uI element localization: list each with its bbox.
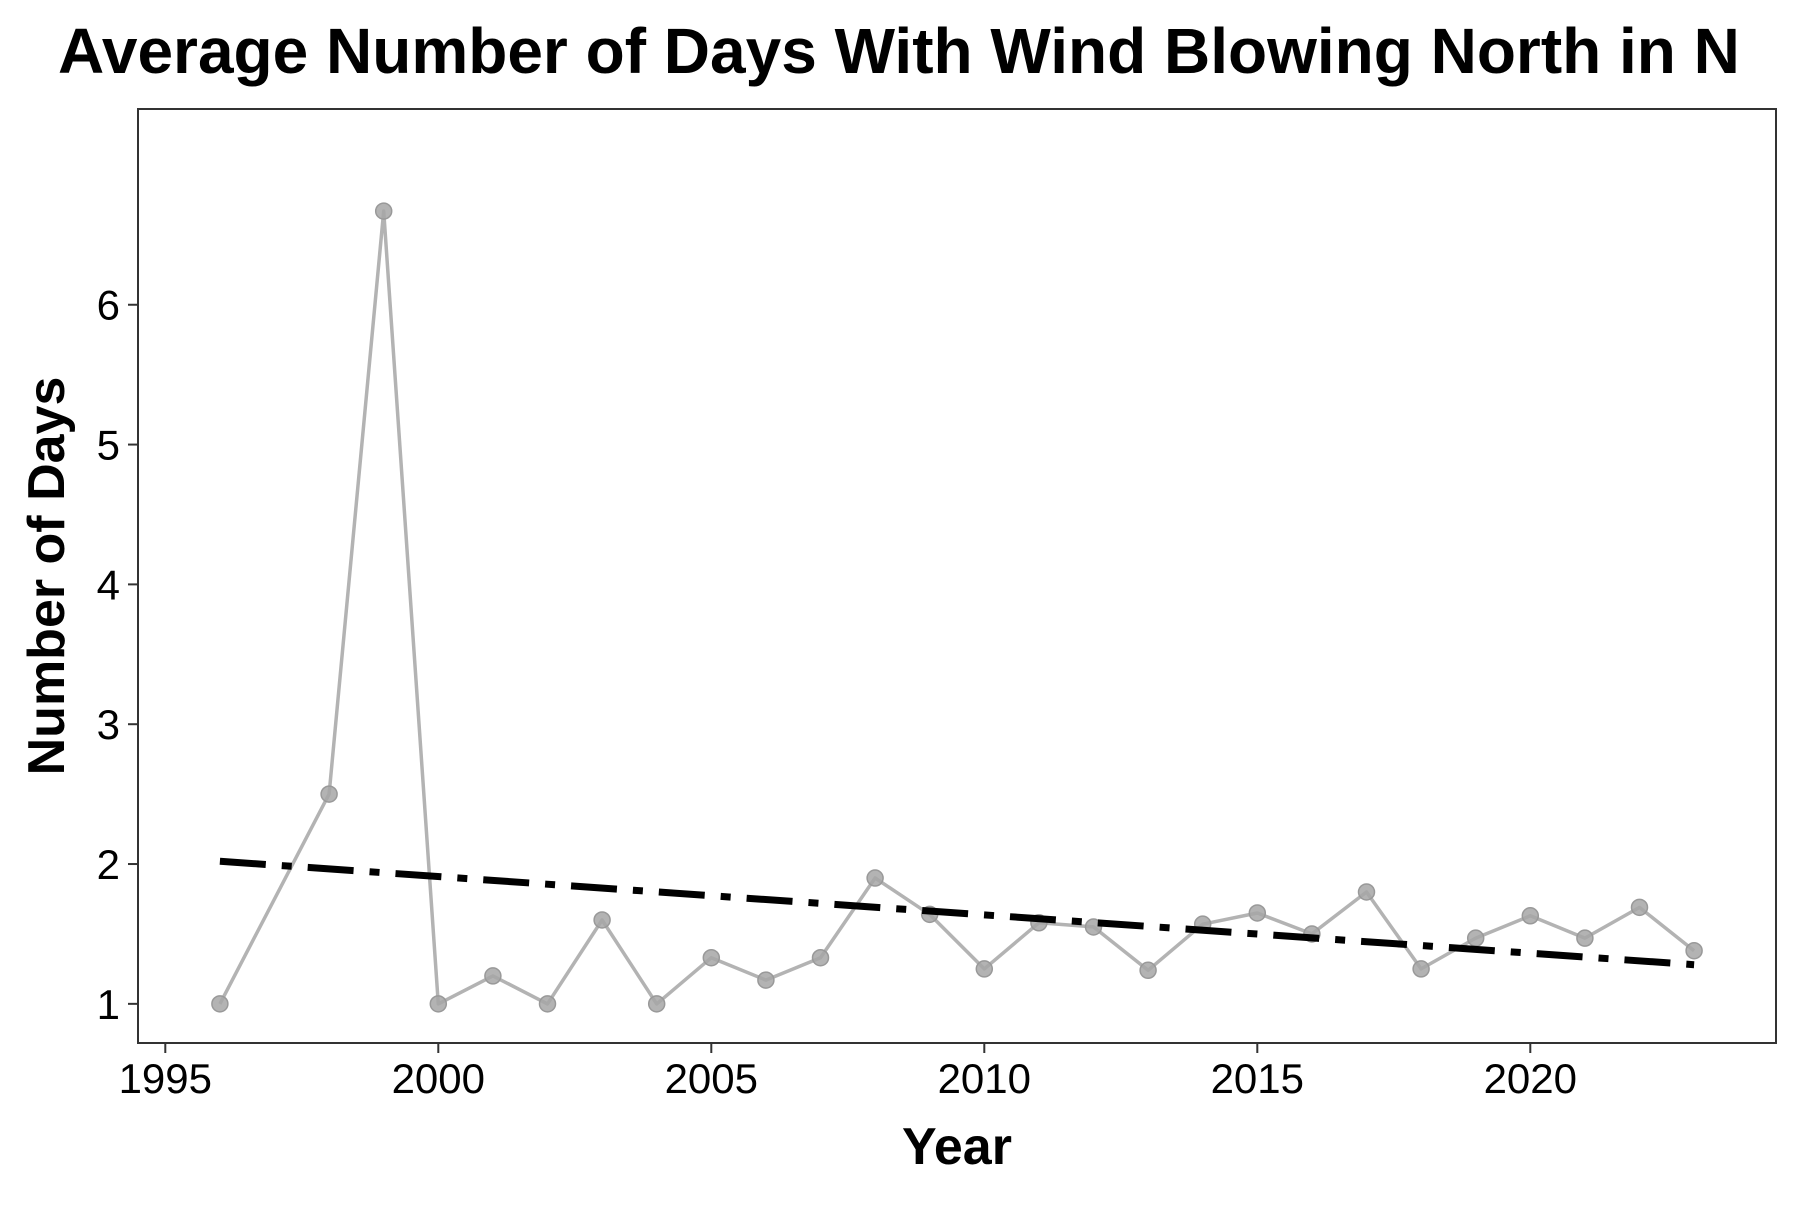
observed-point bbox=[647, 995, 666, 1013]
y-tick-label: 1 bbox=[97, 981, 120, 1028]
x-tick-label: 2005 bbox=[665, 1055, 758, 1102]
x-tick-label: 2020 bbox=[1484, 1055, 1577, 1102]
chart-title: Average Number of Days With Wind Blowing… bbox=[58, 15, 1740, 87]
observed-point bbox=[593, 911, 611, 929]
y-tick-label: 4 bbox=[97, 561, 120, 608]
observed-point bbox=[1139, 961, 1157, 980]
x-axis-label: Year bbox=[902, 1118, 1012, 1176]
observed-point bbox=[320, 785, 338, 803]
observed-point bbox=[1630, 898, 1649, 917]
x-tick-label: 2015 bbox=[1211, 1055, 1304, 1102]
y-axis: 1 2 3 4 5 6 bbox=[97, 282, 138, 1028]
observed-point bbox=[1084, 918, 1103, 936]
observed-series-line bbox=[218, 209, 1696, 1006]
y-tick-label: 5 bbox=[97, 422, 120, 469]
observed-point bbox=[866, 869, 884, 887]
observed-point bbox=[811, 948, 830, 967]
observed-point bbox=[211, 995, 229, 1013]
observed-point bbox=[702, 948, 721, 967]
observed-point bbox=[1466, 929, 1485, 947]
observed-point bbox=[975, 960, 994, 978]
observed-point bbox=[1248, 904, 1267, 922]
observed-point bbox=[429, 995, 448, 1013]
x-tick-label: 1995 bbox=[119, 1055, 212, 1102]
observed-point bbox=[1412, 960, 1430, 978]
y-axis-label: Number of Days bbox=[18, 377, 76, 776]
observed-point bbox=[1521, 907, 1540, 925]
x-tick-label: 2010 bbox=[938, 1055, 1031, 1102]
observed-point bbox=[1685, 941, 1703, 960]
trend-line bbox=[219, 857, 1695, 969]
observed-point bbox=[1576, 929, 1594, 947]
y-tick-label: 6 bbox=[97, 282, 120, 329]
observed-point bbox=[484, 967, 502, 985]
plot-panel-border bbox=[137, 108, 1777, 1044]
x-axis: 1995 2000 2005 2010 2015 2020 bbox=[119, 1043, 1577, 1102]
y-tick-label: 3 bbox=[97, 701, 120, 748]
series-layer bbox=[211, 202, 1703, 1013]
observed-point bbox=[757, 971, 775, 989]
y-tick-label: 2 bbox=[97, 841, 120, 888]
x-tick-label: 2000 bbox=[392, 1055, 485, 1102]
observed-point bbox=[374, 202, 393, 220]
observed-point bbox=[1357, 883, 1376, 901]
observed-point bbox=[538, 995, 557, 1013]
